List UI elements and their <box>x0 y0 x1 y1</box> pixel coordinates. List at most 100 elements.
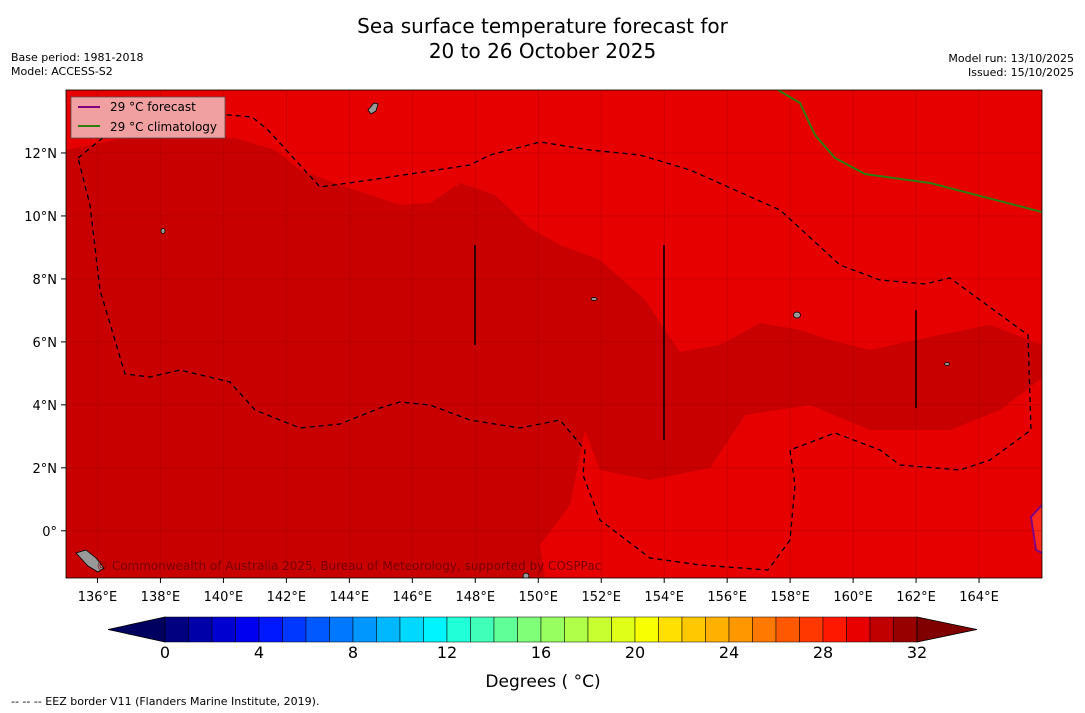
lon-tick-label: 162°E <box>896 590 936 605</box>
colorbar-cell <box>305 616 330 643</box>
colorbar-cell <box>164 616 189 643</box>
base-period: Base period: 1981-2018 <box>11 51 144 64</box>
colorbar-cell <box>329 616 354 643</box>
lon-tick-label: 138°E <box>141 590 181 605</box>
colorbar-cell <box>822 616 847 643</box>
lon-tick-label: 148°E <box>456 590 496 605</box>
copyright-notice: © Commonwealth of Australia 2025, Bureau… <box>96 559 601 573</box>
longitude-axis: 136°E 138°E 140°E 142°E 144°E 146°E 148°E 150°E… <box>78 578 999 605</box>
eez-footnote: -- -- -- EEZ border V11 (Flanders Marine… <box>11 695 320 708</box>
lon-tick-label: 142°E <box>267 590 307 605</box>
colorbar-tick-label: 16 <box>531 643 551 662</box>
title-line-2: 20 to 26 October 2025 <box>428 39 657 63</box>
eez-borders <box>77 109 1032 571</box>
map-frame <box>65 89 1043 579</box>
lon-tick-label: 160°E <box>833 590 873 605</box>
colorbar-tick-label: 28 <box>813 643 833 662</box>
colorbar-cell <box>775 616 800 643</box>
forecast-contour <box>1029 504 1042 554</box>
lon-tick-label: 154°E <box>644 590 684 605</box>
island <box>793 311 801 319</box>
island <box>590 297 598 301</box>
island <box>75 549 105 573</box>
island <box>944 362 950 366</box>
colorbar-cell <box>728 616 753 643</box>
legend-forecast-label: 29 °C forecast <box>110 100 196 114</box>
colorbar: 0 4 8 12 16 20 24 28 32 Degrees ( °C) <box>107 616 978 692</box>
colorbar-extend-low <box>107 616 166 643</box>
colorbar-title: Degrees ( °C) <box>485 672 600 692</box>
colorbar-cell <box>611 616 636 643</box>
colorbar-cell <box>893 616 918 643</box>
colorbar-cell <box>705 616 730 643</box>
climatology-contour <box>777 90 1042 213</box>
colorbar-cell <box>517 616 542 643</box>
colorbar-cell <box>752 616 777 643</box>
legend: 29 °C forecast 29 °C climatology <box>70 96 226 139</box>
colorbar-tick-label: 24 <box>719 643 739 662</box>
title-line-1: Sea surface temperature forecast for <box>357 14 728 38</box>
colorbar-cell <box>470 616 495 643</box>
lat-tick-label: 12°N <box>24 147 57 162</box>
island <box>367 102 379 115</box>
chart-title: Sea surface temperature forecast for 20 … <box>0 14 1085 64</box>
lat-tick-label: 6°N <box>33 336 58 351</box>
colorbar-tick-label: 12 <box>437 643 457 662</box>
islands <box>75 102 950 578</box>
lon-tick-label: 152°E <box>581 590 621 605</box>
colorbar-tick-label: 32 <box>907 643 927 662</box>
colorbar-tick-label: 8 <box>348 643 358 662</box>
map-area: 29 °C forecast 29 °C climatology © Commo… <box>66 90 1042 578</box>
colorbar-extend-high <box>916 616 978 643</box>
colorbar-cell <box>188 616 213 643</box>
latitude-axis: 12°N 10°N 8°N 6°N 4°N 2°N 0° <box>24 147 66 540</box>
lat-tick-label: 8°N <box>33 273 58 288</box>
legend-climatology-label: 29 °C climatology <box>110 120 217 134</box>
lon-tick-label: 164°E <box>959 590 999 605</box>
model-name: Model: ACCESS-S2 <box>11 65 113 78</box>
colorbar-cell <box>587 616 612 643</box>
colorbar-tick-label: 4 <box>254 643 264 662</box>
colorbar-cell <box>376 616 401 643</box>
colorbar-cell <box>846 616 871 643</box>
colorbar-cell <box>211 616 236 643</box>
colorbar-cell <box>446 616 471 643</box>
colorbar-cell <box>869 616 894 643</box>
issued-date: Issued: 15/10/2025 <box>967 66 1074 79</box>
legend-box <box>70 96 226 139</box>
meta-right: Model run: 13/10/2025 Issued: 15/10/2025 <box>948 52 1074 80</box>
lon-tick-label: 156°E <box>707 590 747 605</box>
colorbar-cell <box>799 616 824 643</box>
model-run: Model run: 13/10/2025 <box>948 52 1074 65</box>
sst-field-29 <box>1031 505 1042 553</box>
lat-tick-label: 10°N <box>24 210 57 225</box>
sst-field-31 <box>66 135 1042 578</box>
colorbar-cell <box>352 616 377 643</box>
lat-tick-label: 0° <box>42 525 57 540</box>
colorbar-cell <box>235 616 260 643</box>
grid-lines <box>66 90 1042 578</box>
lon-tick-label: 150°E <box>518 590 558 605</box>
meta-left: Base period: 1981-2018 Model: ACCESS-S2 <box>11 51 143 79</box>
colorbar-cell <box>681 616 706 643</box>
lon-tick-label: 136°E <box>78 590 118 605</box>
colorbar-cell <box>399 616 424 643</box>
colorbar-tick-label: 20 <box>625 643 645 662</box>
colorbar-cell <box>564 616 589 643</box>
lat-tick-label: 2°N <box>33 462 58 477</box>
colorbar-cell <box>493 616 518 643</box>
colorbar-cell <box>540 616 565 643</box>
colorbar-cell <box>282 616 307 643</box>
colorbar-cell <box>634 616 659 643</box>
colorbar-cell <box>258 616 283 643</box>
colorbar-cell <box>658 616 683 643</box>
lon-tick-label: 140°E <box>204 590 244 605</box>
lon-tick-label: 146°E <box>393 590 433 605</box>
colorbar-cell <box>423 616 448 643</box>
lat-tick-label: 4°N <box>33 399 58 414</box>
island <box>160 228 166 234</box>
lon-tick-label: 144°E <box>330 590 370 605</box>
island <box>522 572 530 578</box>
colorbar-tick-label: 0 <box>160 643 170 662</box>
